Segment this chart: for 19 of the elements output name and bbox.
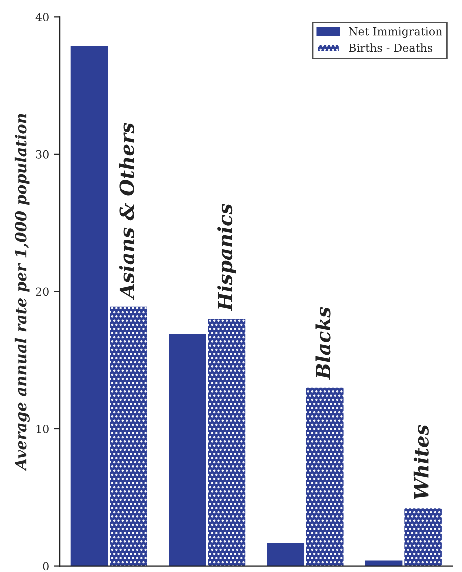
- bar: [208, 319, 246, 566]
- y-tick-label: 0: [43, 562, 49, 571]
- bar: [110, 306, 148, 566]
- bar: [404, 508, 442, 566]
- y-tick-label: 20: [36, 288, 49, 296]
- bar: [70, 46, 108, 566]
- bar: [306, 388, 344, 566]
- y-tick-label: 40: [36, 13, 49, 22]
- y-tick-label: 30: [36, 150, 49, 159]
- bar: [169, 334, 206, 566]
- x-tick-label: Whites: [414, 425, 429, 500]
- x-tick-label: Blacks: [316, 307, 331, 380]
- x-tick-label: Hispanics: [218, 204, 236, 312]
- legend-label: Births - Deaths: [349, 44, 433, 52]
- legend-label: Net Immigration: [349, 27, 442, 38]
- x-tick-label: Asians & Others: [119, 123, 134, 300]
- y-tick-label: 10: [36, 424, 49, 434]
- y-axis-title: Average annual rate per 1,000 population: [14, 114, 30, 472]
- bar: [267, 542, 305, 566]
